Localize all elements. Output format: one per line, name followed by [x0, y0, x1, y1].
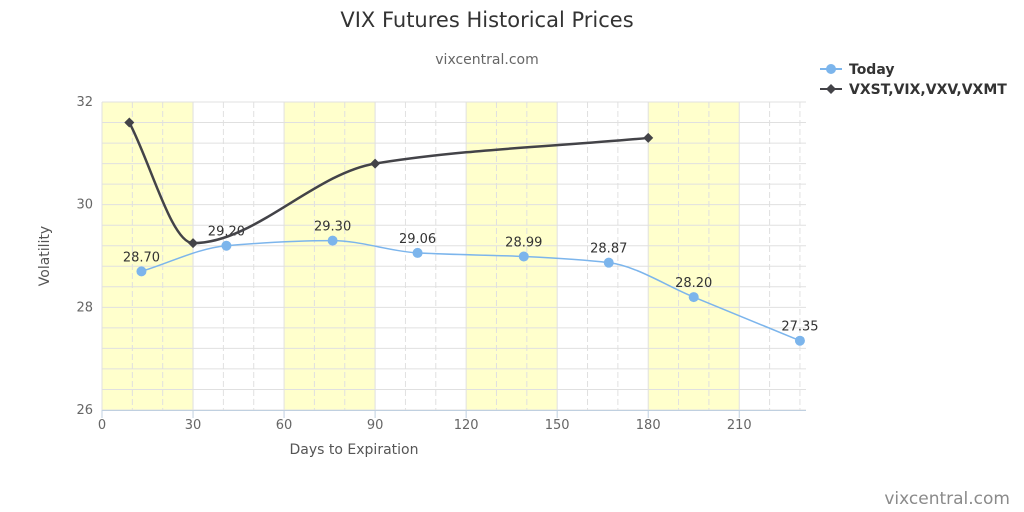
data-point [136, 266, 147, 277]
legend-item[interactable]: Today [820, 62, 894, 78]
data-label: 27.35 [781, 320, 818, 335]
data-point [327, 235, 338, 246]
series-today: 28.70 29.20 29.30 29.06 28.99 28.87 28.20 27.35 [123, 220, 819, 346]
y-tick-label: 32 [76, 95, 93, 110]
data-label: 28.99 [505, 236, 542, 251]
x-tick-label: 90 [367, 418, 384, 433]
axes: 0 30 60 90 120 150 180 210 26 28 30 32 Days to Expir… [37, 95, 806, 458]
y-axis-title: Volatility [37, 226, 53, 286]
data-label: 29.06 [399, 232, 436, 247]
credit-link[interactable]: vixcentral.com [884, 489, 1010, 509]
legend[interactable]: Today VXST,VIX,VXV,VXMT [820, 62, 1007, 98]
data-point [603, 257, 614, 268]
x-axis-title: Days to Expiration [290, 442, 419, 458]
data-label: 28.20 [675, 276, 712, 291]
grid-lines [101, 101, 806, 411]
shaded-band [284, 102, 376, 410]
data-point [518, 251, 529, 262]
data-label: 28.70 [123, 250, 160, 265]
y-tick-label: 30 [76, 198, 93, 213]
data-label: 28.87 [590, 242, 627, 257]
series-spot-indices [124, 117, 654, 249]
x-tick-label: 30 [185, 418, 202, 433]
x-tick-label: 180 [636, 418, 661, 433]
data-point [188, 238, 199, 249]
data-point [688, 292, 699, 303]
data-point [221, 240, 232, 251]
data-point [643, 132, 654, 143]
legend-marker [826, 64, 836, 74]
shaded-bands [102, 102, 740, 410]
data-point [412, 247, 423, 258]
x-tick-label: 120 [454, 418, 479, 433]
legend-label: VXST,VIX,VXV,VXMT [849, 82, 1007, 98]
data-label: 29.30 [314, 220, 351, 235]
y-tick-label: 26 [76, 403, 93, 418]
shaded-band [102, 102, 194, 410]
data-point [124, 117, 135, 128]
legend-item[interactable]: VXST,VIX,VXV,VXMT [820, 82, 1007, 98]
series-layer: 28.70 29.20 29.30 29.06 28.99 28.87 28.20 27.35 [123, 117, 819, 346]
data-label: 29.20 [208, 225, 245, 240]
x-tick-label: 210 [727, 418, 752, 433]
data-point [794, 335, 805, 346]
series-line [128, 121, 649, 245]
chart-subtitle: vixcentral.com [435, 52, 539, 68]
x-tick-label: 0 [98, 418, 106, 433]
shaded-band [648, 102, 740, 410]
y-tick-label: 28 [76, 300, 93, 315]
legend-marker [826, 84, 836, 94]
data-point [370, 158, 381, 169]
chart-title: VIX Futures Historical Prices [340, 8, 634, 32]
x-tick-label: 60 [276, 418, 293, 433]
legend-label: Today [849, 62, 894, 78]
x-tick-label: 150 [545, 418, 570, 433]
